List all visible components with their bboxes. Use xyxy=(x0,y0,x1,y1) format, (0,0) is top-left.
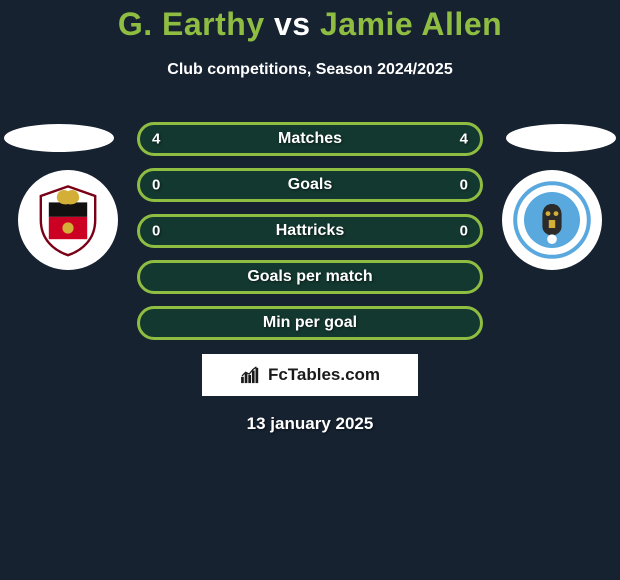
date-text: 13 january 2025 xyxy=(137,414,483,434)
stat-left-value: 0 xyxy=(152,177,160,194)
title-player2: Jamie Allen xyxy=(320,6,502,42)
player1-crest xyxy=(18,170,118,270)
stat-label: Min per goal xyxy=(263,314,357,332)
stat-row-goals-per-match: Goals per match xyxy=(137,260,483,294)
stat-right-value: 0 xyxy=(460,223,468,240)
stat-row-matches: 4 Matches 4 xyxy=(137,122,483,156)
stat-right-value: 4 xyxy=(460,131,468,148)
stat-left-value: 4 xyxy=(152,131,160,148)
stat-label: Goals xyxy=(288,176,332,194)
title-vs: vs xyxy=(274,6,311,42)
player2-ellipse xyxy=(506,124,616,152)
bristol-city-crest-icon xyxy=(28,180,108,260)
stat-label: Hattricks xyxy=(276,222,344,240)
player2-crest xyxy=(502,170,602,270)
player1-ellipse xyxy=(4,124,114,152)
stat-left-value: 0 xyxy=(152,223,160,240)
stat-row-goals: 0 Goals 0 xyxy=(137,168,483,202)
title-player1: G. Earthy xyxy=(118,6,265,42)
stat-right-value: 0 xyxy=(460,177,468,194)
stat-row-min-per-goal: Min per goal xyxy=(137,306,483,340)
stat-row-hattricks: 0 Hattricks 0 xyxy=(137,214,483,248)
page-subtitle: Club competitions, Season 2024/2025 xyxy=(0,61,620,79)
stat-label: Goals per match xyxy=(247,268,372,286)
stat-label: Matches xyxy=(278,130,342,148)
brand-text: FcTables.com xyxy=(268,365,380,385)
page-title: G. Earthy vs Jamie Allen xyxy=(0,6,620,43)
stats-panel: 4 Matches 4 0 Goals 0 0 Hattricks 0 Goal… xyxy=(137,122,483,434)
brand-badge: FcTables.com xyxy=(202,354,418,396)
coventry-city-crest-icon xyxy=(512,180,592,260)
bar-chart-icon xyxy=(240,366,262,384)
